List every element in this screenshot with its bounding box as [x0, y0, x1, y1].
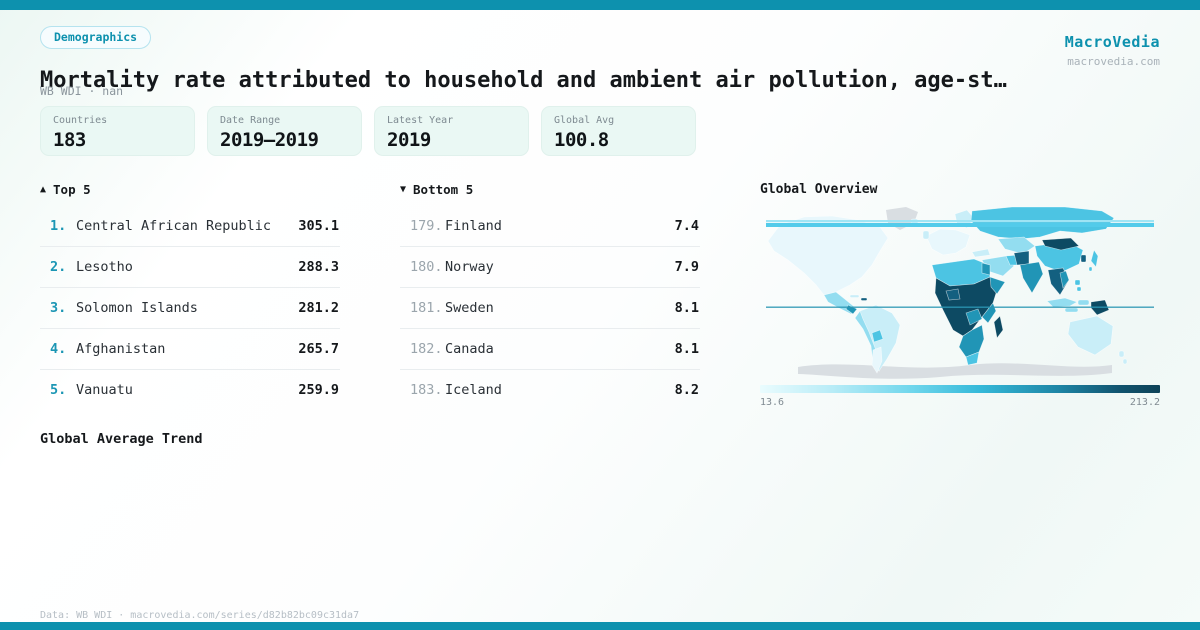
brand-domain: macrovedia.com [1067, 55, 1160, 68]
map-americas [767, 215, 901, 374]
brand-name: MacroVedia [1064, 33, 1160, 51]
value: 281.2 [298, 300, 339, 316]
country-name: Iceland [445, 382, 502, 398]
value: 288.3 [298, 259, 339, 275]
color-scale-labels: 13.6 213.2 [760, 397, 1160, 408]
stat-value: 2019—2019 [220, 129, 319, 151]
table-row: 180. Norway 7.9 [400, 247, 700, 288]
map-graticule-artifacts [766, 220, 1154, 308]
table-row: 182. Canada 8.1 [400, 329, 700, 370]
category-badge: Demographics [40, 26, 152, 49]
rank: 181. [410, 300, 443, 316]
country-name: Afghanistan [76, 341, 166, 357]
country-name: Central African Republic [76, 218, 272, 234]
country-name: Finland [445, 218, 502, 234]
country-name: Sweden [445, 300, 494, 316]
stat-label: Global Avg [554, 115, 615, 126]
stat-value: 183 [53, 129, 86, 151]
rank: 182. [410, 341, 443, 357]
value: 8.1 [674, 341, 699, 357]
trend-heading: Global Average Trend [40, 431, 203, 447]
stat-value: 100.8 [554, 129, 609, 151]
country-name: Solomon Islands [76, 300, 198, 316]
rank: 5. [50, 382, 67, 398]
rank: 2. [50, 259, 67, 275]
rank: 180. [410, 259, 443, 275]
value: 7.9 [674, 259, 699, 275]
stat-card-latest-year: Latest Year 2019 [374, 106, 529, 156]
rank: 4. [50, 341, 67, 357]
color-scale-bar [760, 385, 1160, 393]
stat-value: 2019 [387, 129, 431, 151]
top-accent-bar [0, 0, 1200, 10]
table-row: 181. Sweden 8.1 [400, 288, 700, 329]
stat-card-date-range: Date Range 2019—2019 [207, 106, 362, 156]
bottom-accent-bar [0, 622, 1200, 630]
legend-min: 13.6 [760, 397, 785, 408]
value: 305.1 [298, 218, 339, 234]
legend-max: 213.2 [1129, 397, 1160, 408]
table-row: 179. Finland 7.4 [400, 206, 700, 247]
map-oceania [1046, 297, 1128, 365]
map-heading: Global Overview [760, 182, 878, 197]
country-name: Lesotho [76, 259, 133, 275]
top5-rows: 1. Central African Republic 305.1 2. Les… [40, 206, 340, 410]
stat-cards: Countries 183 Date Range 2019—2019 Lates… [40, 106, 696, 156]
table-row: 1. Central African Republic 305.1 [40, 206, 340, 247]
brand-block: MacroVedia macrovedia.com [1065, 33, 1160, 68]
page-title: Mortality rate attributed to household a… [40, 67, 1007, 93]
map-section: Global Overview [760, 182, 1160, 408]
stat-card-countries: Countries 183 [40, 106, 195, 156]
stat-label: Countries [53, 115, 108, 126]
map-africa [931, 258, 1006, 366]
table-row: 4. Afghanistan 265.7 [40, 329, 340, 370]
triangle-up-icon: ▲ [40, 184, 47, 195]
value: 259.9 [298, 382, 339, 398]
stat-card-global-avg: Global Avg 100.8 [541, 106, 696, 156]
rank: 3. [50, 300, 67, 316]
map-europe [910, 209, 975, 256]
top5-heading: ▲ Top 5 [40, 182, 340, 197]
country-name: Vanuatu [76, 382, 133, 398]
table-row: 5. Vanuatu 259.9 [40, 370, 340, 410]
top5-section: ▲ Top 5 1. Central African Republic 305.… [40, 182, 340, 410]
world-choropleth-map [766, 206, 1154, 379]
rank: 1. [50, 218, 67, 234]
table-row: 183. Iceland 8.2 [400, 370, 700, 410]
footer-attribution: Data: WB WDI · macrovedia.com/series/d82… [40, 610, 360, 621]
value: 265.7 [298, 341, 339, 357]
rank: 183. [410, 382, 443, 398]
value: 7.4 [674, 218, 699, 234]
stat-label: Latest Year [387, 115, 454, 126]
bottom5-rows: 179. Finland 7.4 180. Norway 7.9 181. Sw… [400, 206, 700, 410]
country-name: Norway [445, 259, 494, 275]
rank: 179. [410, 218, 443, 234]
bottom5-heading: ▼ Bottom 5 [400, 182, 700, 197]
triangle-down-icon: ▼ [400, 184, 407, 195]
top5-title: Top 5 [53, 182, 91, 197]
bottom5-title: Bottom 5 [413, 182, 474, 197]
table-row: 3. Solomon Islands 281.2 [40, 288, 340, 329]
value: 8.1 [674, 300, 699, 316]
table-row: 2. Lesotho 288.3 [40, 247, 340, 288]
stat-label: Date Range [220, 115, 281, 126]
country-name: Canada [445, 341, 494, 357]
bottom5-section: ▼ Bottom 5 179. Finland 7.4 180. Norway … [400, 182, 700, 410]
subtitle: WB WDI · nan [40, 84, 124, 98]
value: 8.2 [674, 382, 699, 398]
